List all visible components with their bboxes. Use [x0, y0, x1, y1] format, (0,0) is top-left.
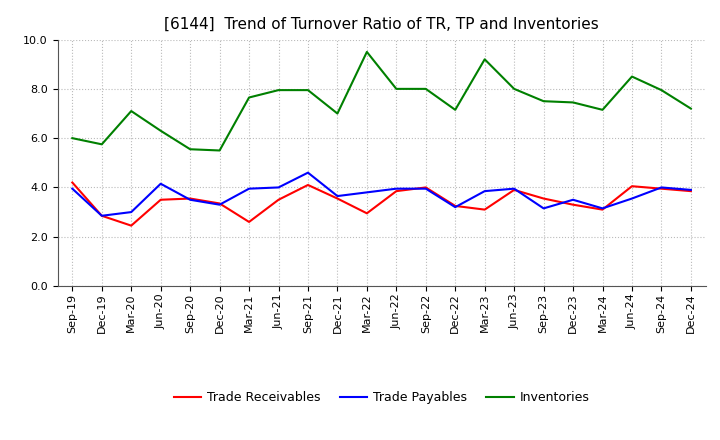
Trade Receivables — [156, 197, 165, 202]
Trade Payables — [421, 186, 430, 191]
Trade Payables — [510, 186, 518, 191]
Trade Receivables — [421, 185, 430, 190]
Trade Receivables — [363, 211, 372, 216]
Trade Payables — [97, 213, 106, 218]
Trade Receivables — [510, 187, 518, 193]
Inventories — [363, 49, 372, 55]
Trade Payables — [156, 181, 165, 187]
Inventories — [392, 86, 400, 92]
Trade Receivables — [215, 201, 224, 206]
Inventories — [304, 88, 312, 93]
Trade Payables — [569, 197, 577, 202]
Trade Payables — [245, 186, 253, 191]
Trade Payables — [363, 190, 372, 195]
Inventories — [127, 108, 135, 114]
Trade Payables — [628, 196, 636, 201]
Trade Receivables — [304, 182, 312, 187]
Inventories — [510, 86, 518, 92]
Trade Payables — [598, 206, 607, 211]
Trade Payables — [687, 187, 696, 193]
Inventories — [480, 57, 489, 62]
Trade Receivables — [628, 183, 636, 189]
Inventories — [421, 86, 430, 92]
Inventories — [156, 128, 165, 133]
Inventories — [97, 142, 106, 147]
Line: Trade Receivables: Trade Receivables — [72, 183, 691, 226]
Trade Payables — [451, 205, 459, 210]
Trade Payables — [392, 186, 400, 191]
Trade Receivables — [274, 197, 283, 202]
Inventories — [245, 95, 253, 100]
Line: Inventories: Inventories — [72, 52, 691, 150]
Trade Receivables — [245, 219, 253, 224]
Line: Trade Payables: Trade Payables — [72, 172, 691, 216]
Trade Payables — [539, 206, 548, 211]
Trade Payables — [127, 209, 135, 215]
Title: [6144]  Trend of Turnover Ratio of TR, TP and Inventories: [6144] Trend of Turnover Ratio of TR, TP… — [164, 16, 599, 32]
Inventories — [598, 107, 607, 113]
Inventories — [687, 106, 696, 111]
Trade Receivables — [687, 188, 696, 194]
Trade Receivables — [97, 213, 106, 218]
Trade Payables — [68, 186, 76, 191]
Trade Receivables — [186, 196, 194, 201]
Trade Receivables — [333, 196, 342, 201]
Trade Receivables — [392, 188, 400, 194]
Inventories — [628, 74, 636, 79]
Trade Receivables — [68, 180, 76, 185]
Inventories — [569, 100, 577, 105]
Trade Payables — [215, 202, 224, 207]
Inventories — [215, 148, 224, 153]
Trade Receivables — [539, 196, 548, 201]
Trade Receivables — [569, 202, 577, 207]
Trade Payables — [274, 185, 283, 190]
Inventories — [68, 136, 76, 141]
Trade Receivables — [598, 207, 607, 212]
Inventories — [186, 147, 194, 152]
Inventories — [333, 111, 342, 116]
Inventories — [539, 99, 548, 104]
Trade Payables — [657, 185, 666, 190]
Inventories — [451, 107, 459, 113]
Trade Receivables — [657, 186, 666, 191]
Trade Payables — [304, 170, 312, 175]
Trade Receivables — [480, 207, 489, 212]
Trade Receivables — [127, 223, 135, 228]
Trade Payables — [480, 188, 489, 194]
Inventories — [274, 88, 283, 93]
Legend: Trade Receivables, Trade Payables, Inventories: Trade Receivables, Trade Payables, Inven… — [168, 386, 595, 409]
Trade Payables — [186, 197, 194, 202]
Trade Payables — [333, 194, 342, 199]
Inventories — [657, 88, 666, 93]
Trade Receivables — [451, 203, 459, 209]
